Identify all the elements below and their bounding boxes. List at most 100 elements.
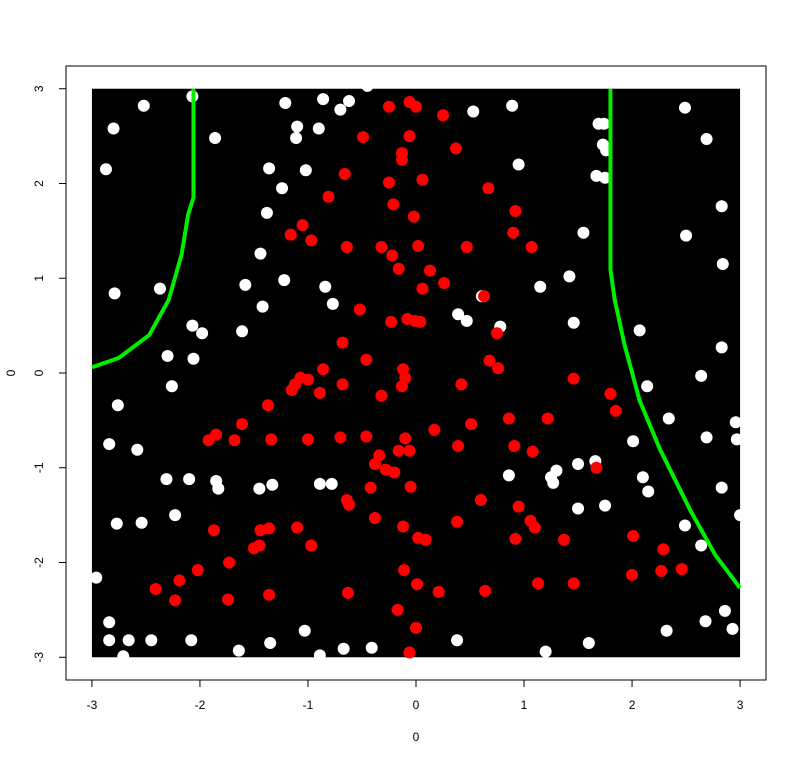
- point: [567, 577, 580, 590]
- y-tick-label: -3: [32, 652, 46, 663]
- point: [675, 563, 688, 576]
- boundary-line: [608, 88, 742, 590]
- point: [169, 594, 182, 607]
- point: [90, 571, 103, 584]
- point: [414, 315, 427, 328]
- point: [604, 387, 617, 400]
- y-tick-label: 0: [32, 369, 46, 376]
- point: [122, 634, 135, 647]
- point: [726, 622, 739, 635]
- point: [340, 240, 353, 253]
- point: [305, 234, 318, 247]
- point: [387, 198, 400, 211]
- point: [313, 477, 326, 490]
- point: [319, 280, 332, 293]
- point: [228, 434, 241, 447]
- point: [236, 325, 249, 338]
- point: [291, 521, 304, 534]
- y-tick-label: 1: [32, 275, 46, 282]
- point: [407, 210, 420, 223]
- point: [296, 219, 309, 232]
- point: [528, 521, 541, 534]
- point: [336, 336, 349, 349]
- point: [509, 204, 522, 217]
- point: [452, 308, 465, 321]
- point: [572, 502, 585, 515]
- point: [641, 380, 654, 393]
- point: [633, 324, 646, 337]
- point: [317, 363, 330, 376]
- point: [161, 349, 174, 362]
- point: [483, 354, 496, 367]
- point: [253, 482, 266, 495]
- point: [416, 173, 429, 186]
- point: [365, 641, 378, 654]
- x-tick-label: 2: [629, 698, 636, 712]
- point: [700, 431, 713, 444]
- point: [336, 378, 349, 391]
- point: [599, 499, 612, 512]
- point: [364, 481, 377, 494]
- point: [223, 556, 236, 569]
- y-axis-label: 0: [4, 369, 18, 376]
- point: [452, 439, 465, 452]
- y-tick-label: 2: [32, 180, 46, 187]
- point: [655, 565, 668, 578]
- x-tick-label: -3: [87, 698, 98, 712]
- point: [110, 517, 123, 530]
- point: [256, 300, 269, 313]
- point: [322, 190, 335, 203]
- point: [599, 171, 612, 184]
- point: [428, 423, 441, 436]
- point: [131, 443, 144, 456]
- point: [278, 274, 291, 287]
- point: [262, 399, 275, 412]
- point: [334, 431, 347, 444]
- point: [191, 564, 204, 577]
- point: [375, 240, 388, 253]
- point: [680, 229, 693, 242]
- point: [222, 593, 235, 606]
- point: [502, 469, 515, 482]
- point: [212, 482, 225, 495]
- point: [343, 95, 356, 108]
- point: [117, 650, 130, 663]
- point: [403, 130, 416, 143]
- point: [539, 645, 552, 658]
- point: [153, 282, 166, 295]
- point: [353, 303, 366, 316]
- point: [313, 649, 326, 662]
- point: [451, 634, 464, 647]
- point: [360, 430, 373, 443]
- point: [572, 457, 585, 470]
- point: [700, 132, 713, 145]
- point: [449, 142, 462, 155]
- point: [145, 634, 158, 647]
- point: [260, 206, 273, 219]
- point: [99, 163, 112, 176]
- point: [312, 122, 325, 135]
- point: [557, 533, 570, 546]
- y-tick-label: 3: [32, 85, 46, 92]
- point: [482, 182, 495, 195]
- point: [239, 278, 252, 291]
- x-tick-label: 1: [521, 698, 528, 712]
- point: [135, 516, 148, 529]
- point: [254, 524, 267, 537]
- point: [609, 404, 622, 417]
- point: [512, 158, 525, 171]
- point: [512, 500, 525, 513]
- point: [338, 168, 351, 181]
- point: [398, 564, 411, 577]
- point: [279, 96, 292, 109]
- point: [395, 153, 408, 166]
- point: [626, 568, 639, 581]
- point: [361, 79, 374, 92]
- point: [263, 162, 276, 175]
- point: [424, 264, 437, 277]
- point: [395, 380, 408, 393]
- point: [173, 574, 186, 587]
- point: [265, 433, 278, 446]
- point: [491, 327, 504, 340]
